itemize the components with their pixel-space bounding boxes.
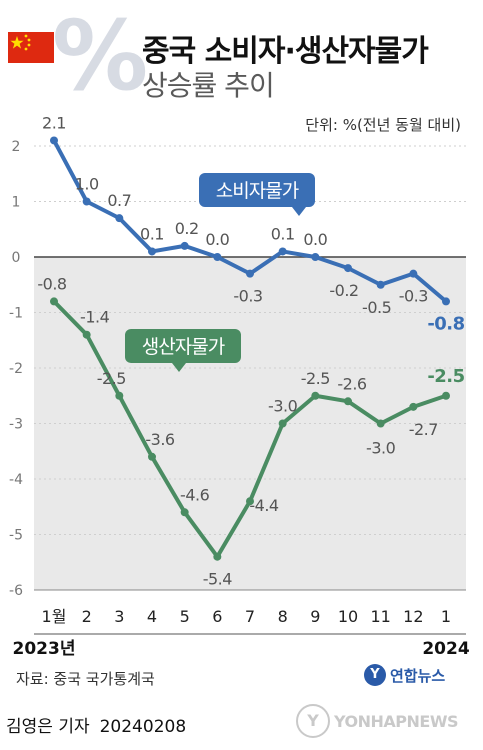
yonhap-logo-icon: Y [364,664,386,686]
y-tick-label: -3 [9,417,23,433]
cpi-data-label: 0.1 [271,224,295,243]
y-tick-label: 1 [12,195,21,211]
cpi-data-point [213,253,222,261]
x-tick-label: 7 [245,607,255,626]
x-tick-label: 4 [147,607,157,626]
ppi-data-label: -3.0 [366,439,396,458]
cpi-data-point [442,297,450,306]
cpi-data-label: -0.8 [427,313,464,334]
reporter-name: 김영은 기자 [6,717,90,737]
ppi-data-label: -2.5 [301,369,330,388]
ppi-data-label: -1.4 [80,308,110,327]
publish-date: 20240208 [99,717,187,737]
chart-subtitle: 상승률 추이 [142,69,275,102]
cpi-data-label: 1.0 [75,175,99,194]
ppi-data-label: -2.5 [97,369,126,388]
cpi-data-point [311,253,320,261]
ppi-data-point [278,419,287,428]
ppi-data-label: -0.8 [37,274,67,293]
reporter-line: 김영은 기자 20240208 [6,712,186,737]
x-tick-label: 9 [310,607,320,626]
yonhap-watermark-text: YONHAPNEWS [334,711,459,731]
cpi-data-label: 0.7 [107,191,131,210]
x-tick-label: 6 [212,607,222,626]
cpi-data-label: 0.0 [303,230,327,249]
x-tick-label: 10 [338,607,358,626]
ppi-data-label: -2.7 [409,420,438,439]
cpi-data-point [409,269,418,278]
y-tick-label: -6 [9,583,23,599]
ppi-data-point [82,330,91,339]
chart-title: 중국 소비자·생산자물가 [142,34,429,69]
ppi-data-label: -4.6 [180,485,210,504]
y-tick-label: 0 [12,250,21,266]
cpi-data-label: -0.3 [399,287,428,306]
y-tick-label: -2 [9,361,23,377]
cpi-data-label: 0.0 [205,230,229,249]
cpi-data-point [246,269,254,278]
x-tick-label: 1 [441,607,451,626]
ppi-data-point [344,397,352,406]
cpi-data-point [180,241,189,250]
x-tick-label: 8 [278,607,288,626]
ppi-data-point [213,552,222,561]
yonhap-logo: Y 연합뉴스 [364,664,445,686]
ppi-data-point [180,508,189,517]
cpi-data-point [82,197,91,206]
unit-label: 단위: %(전년 동월 대비) [305,116,461,134]
percent-symbol: % [52,0,148,112]
cpi-data-label: 0.2 [175,219,199,238]
yonhap-watermark: Y YONHAPNEWS [296,704,459,738]
y-tick-label: -1 [9,306,23,322]
ppi-data-point [376,419,385,428]
x-tick-label: 5 [180,607,190,626]
source-label: 자료: 중국 국가통계국 [16,670,155,688]
header: % 중국 소비자·생산자물가 상승률 추이 [0,0,483,112]
cpi-data-point [376,280,385,289]
y-tick-label: 2 [12,139,21,155]
ppi-data-point [442,391,450,400]
ppi-data-label: -2.6 [337,374,367,393]
ppi-data-label: -2.5 [427,366,464,387]
cpi-data-label: -0.5 [362,298,391,317]
y-tick-label: -5 [9,528,23,544]
x-tick-label: 3 [114,607,124,626]
ppi-data-point [115,391,124,400]
cpi-data-point [148,247,156,256]
cpi-data-point [278,247,287,256]
ppi-data-label: -5.4 [203,570,233,589]
x-tick-label: 2 [82,607,92,626]
y-tick-label: -4 [9,472,23,488]
china-flag-icon [8,32,54,63]
cpi-data-label: 2.1 [42,113,66,132]
cpi-data-label: 0.1 [140,224,164,243]
ppi-data-label: -4.4 [249,496,279,515]
cpi-data-point [50,136,58,145]
svg-text:생산자물가: 생산자물가 [142,336,225,358]
cpi-data-label: -0.2 [329,281,358,300]
x-tick-label: 1월 [42,607,67,626]
cpi-series-callout: 소비자물가 [199,173,315,216]
ppi-series-callout: 생산자물가 [125,329,241,372]
year-label-2023: 2023년 [13,639,76,659]
ppi-data-label: -3.6 [145,430,175,449]
ppi-data-point [50,297,58,306]
svg-text:소비자물가: 소비자물가 [216,180,299,202]
ppi-data-label: -3.0 [268,397,298,416]
cpi-data-point [344,264,352,273]
ppi-data-point [311,391,320,400]
cpi-data-label: -0.3 [233,287,262,306]
x-tick-label: 12 [403,607,423,626]
yonhap-logo-text: 연합뉴스 [390,666,446,685]
year-label-2024: 2024 [422,639,469,659]
yonhap-watermark-icon: Y [296,704,330,738]
ppi-data-point [246,497,254,506]
ppi-data-point [409,402,418,411]
ppi-data-point [148,452,156,461]
cpi-data-point [115,214,124,223]
x-tick-label: 11 [370,607,390,626]
